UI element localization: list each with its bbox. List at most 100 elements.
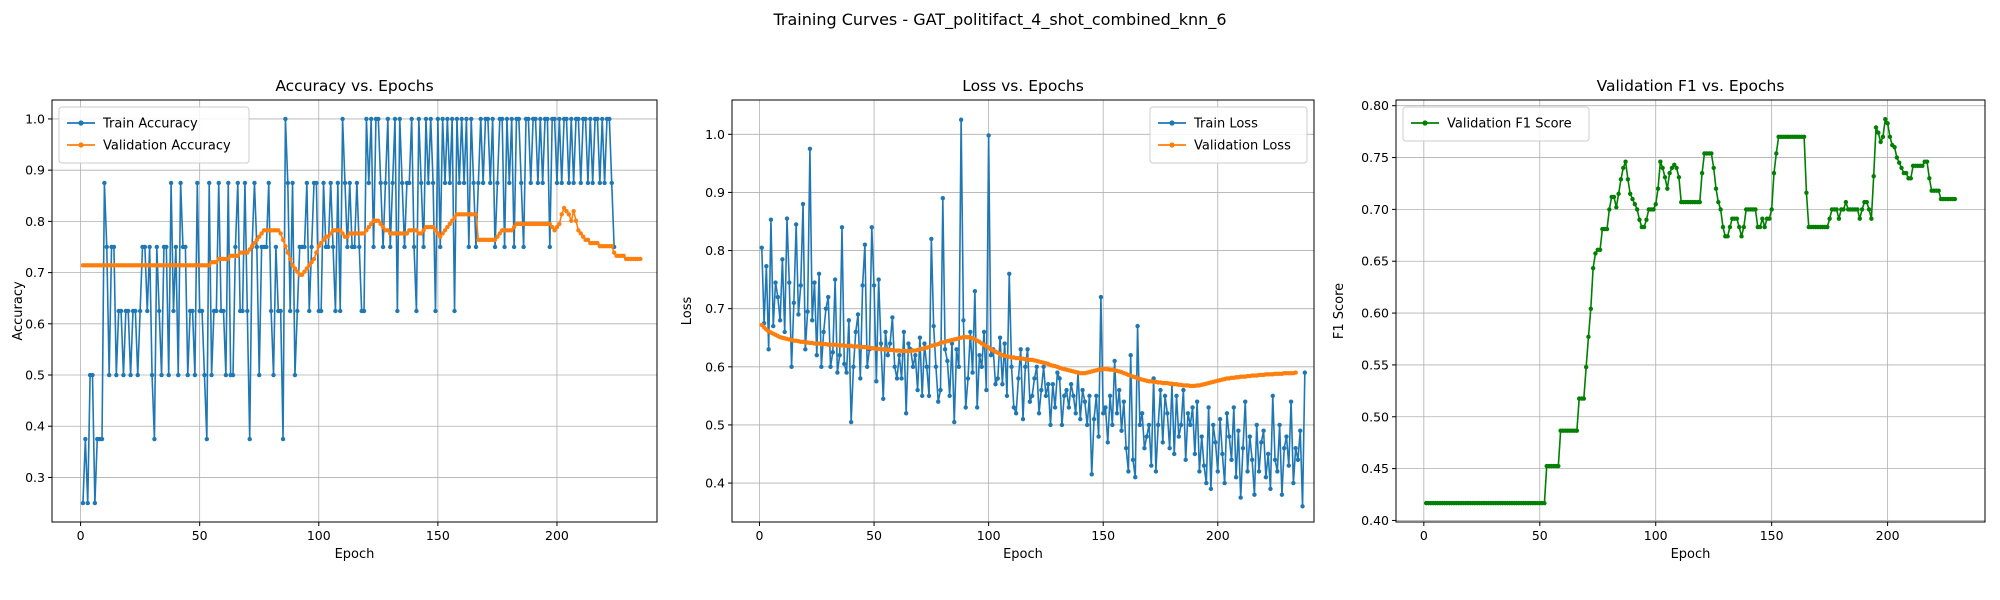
- series-point: [1892, 144, 1897, 150]
- series-point: [1050, 382, 1055, 387]
- series-point: [466, 244, 472, 250]
- series-point: [1020, 416, 1026, 422]
- series-point: [552, 116, 557, 122]
- series-point: [283, 116, 288, 122]
- series-point: [1185, 411, 1191, 416]
- y-tick-label: 0.4: [25, 419, 45, 434]
- series-point: [1181, 387, 1186, 393]
- series-point: [1641, 224, 1647, 230]
- series-point: [1238, 495, 1243, 500]
- series-point: [416, 116, 422, 122]
- series-point: [566, 212, 572, 217]
- series-point: [1142, 445, 1147, 451]
- series-point: [793, 222, 799, 227]
- axes-frame: [1395, 99, 1986, 523]
- series-point: [345, 234, 350, 239]
- series-point: [1247, 434, 1253, 439]
- series-point: [796, 312, 801, 317]
- series-point: [1628, 191, 1633, 197]
- series-point: [1023, 364, 1028, 369]
- series-point: [972, 289, 978, 294]
- series-point: [1769, 207, 1774, 212]
- series-point: [223, 372, 229, 378]
- series-point: [638, 256, 643, 262]
- series-point: [1669, 165, 1675, 171]
- series-point: [371, 244, 376, 250]
- series-point: [1213, 440, 1218, 445]
- y-tick-label: 0.7: [705, 301, 725, 316]
- series-point: [280, 237, 286, 243]
- series-point: [958, 117, 964, 122]
- series-point: [1908, 176, 1914, 181]
- series-1: [80, 205, 643, 278]
- series-point: [311, 256, 317, 262]
- series-point: [995, 376, 1000, 381]
- series-point: [1630, 196, 1635, 202]
- series-point: [333, 308, 338, 314]
- series-point: [473, 212, 479, 217]
- series-point: [469, 116, 474, 122]
- series-point: [1190, 405, 1195, 410]
- series-point: [190, 308, 195, 314]
- legend-marker: [78, 120, 84, 126]
- series-point: [1632, 202, 1638, 207]
- series-point: [171, 308, 176, 314]
- series-point: [1771, 170, 1777, 176]
- series-point: [1293, 370, 1298, 375]
- series-point: [471, 180, 476, 186]
- series-point: [1087, 393, 1092, 399]
- series-point: [316, 244, 321, 249]
- series-point: [1665, 186, 1670, 191]
- legend-label: Validation F1 Score: [1447, 117, 1572, 132]
- y-tick-label: 0.40: [1361, 513, 1389, 528]
- series-point: [1739, 234, 1744, 239]
- series-point: [438, 244, 443, 250]
- y-tick-label: 0.65: [1361, 254, 1389, 269]
- series-point: [1052, 405, 1058, 410]
- series-point: [1709, 151, 1714, 156]
- y-tick-label: 0.3: [25, 470, 45, 485]
- series-point: [245, 308, 250, 314]
- series-point: [504, 116, 510, 122]
- series-point: [1137, 422, 1143, 428]
- series-point: [1016, 376, 1021, 381]
- series-point: [807, 146, 813, 152]
- series-point: [559, 180, 564, 186]
- series-point: [855, 312, 861, 317]
- x-tick-label: 100: [1644, 528, 1668, 543]
- series-point: [166, 372, 171, 378]
- series-point: [499, 116, 505, 122]
- series-point: [1662, 175, 1668, 180]
- series-point: [488, 180, 493, 186]
- series-point: [1593, 251, 1598, 256]
- series-point: [1096, 434, 1101, 439]
- panel-title: Loss vs. Epochs: [962, 77, 1084, 95]
- series-point: [803, 347, 808, 352]
- series-point: [1634, 207, 1640, 212]
- series-point: [430, 180, 436, 186]
- series-point: [919, 393, 925, 399]
- series-point: [771, 323, 776, 329]
- series-point: [545, 116, 550, 122]
- series-point: [922, 341, 927, 346]
- series-point: [826, 294, 831, 300]
- series-point: [1897, 160, 1902, 165]
- series-point: [183, 244, 188, 250]
- series-point: [970, 370, 975, 375]
- y-tick-label: 0.4: [705, 476, 725, 491]
- series-point: [92, 500, 98, 506]
- series-point: [509, 228, 514, 233]
- y-tick-label: 1.0: [25, 111, 45, 126]
- series-point: [1062, 393, 1067, 399]
- series-point: [340, 231, 345, 236]
- series-point: [516, 116, 522, 122]
- series-point: [580, 234, 586, 239]
- series-point: [233, 244, 238, 250]
- series-point: [1123, 445, 1129, 451]
- series-point: [1227, 434, 1232, 439]
- series-point: [832, 277, 838, 282]
- series-point: [1091, 416, 1097, 422]
- series-point: [126, 308, 131, 314]
- x-tick-label: 0: [756, 528, 764, 543]
- series-point: [414, 308, 419, 314]
